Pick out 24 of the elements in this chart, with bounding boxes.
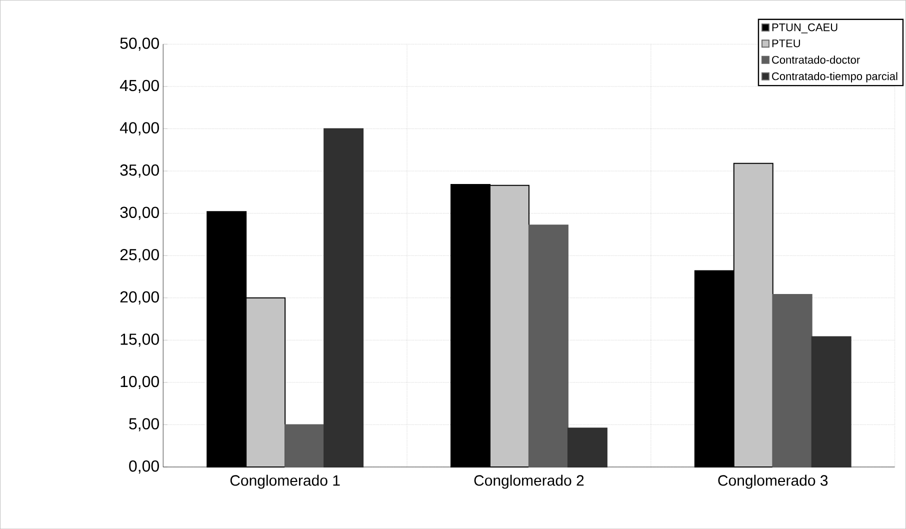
legend-label: PTEU [772,40,800,48]
y-tick-label: 15,00 [120,333,159,347]
y-tick-label: 40,00 [120,122,159,136]
x-tick-label: Conglomerado 2 [474,474,584,489]
y-tick-label: 30,00 [120,206,159,220]
y-tick-label: 45,00 [120,80,159,93]
legend-label: Contratado-doctor [772,56,860,64]
y-tick-label: 25,00 [120,248,159,262]
y-tick-label: 20,00 [120,291,159,304]
bar [567,428,608,468]
bar [772,294,812,468]
x-tick-label: Conglomerado 1 [230,474,340,489]
x-tick-label: Conglomerado 3 [718,474,828,489]
y-tick-label: 10,00 [120,376,159,389]
y-tick-label: 35,00 [120,164,159,178]
bar [528,224,568,468]
y-tick-label: 50,00 [120,37,159,51]
y-tick-label: 0,00 [129,460,159,474]
bar [324,128,364,468]
legend-label: Contratado-tiempo parcial [772,72,898,82]
bar [284,424,325,468]
bar [811,336,852,468]
legend-label: PTUN_CAEU [772,23,838,34]
y-tick-label: 5,00 [129,418,159,432]
